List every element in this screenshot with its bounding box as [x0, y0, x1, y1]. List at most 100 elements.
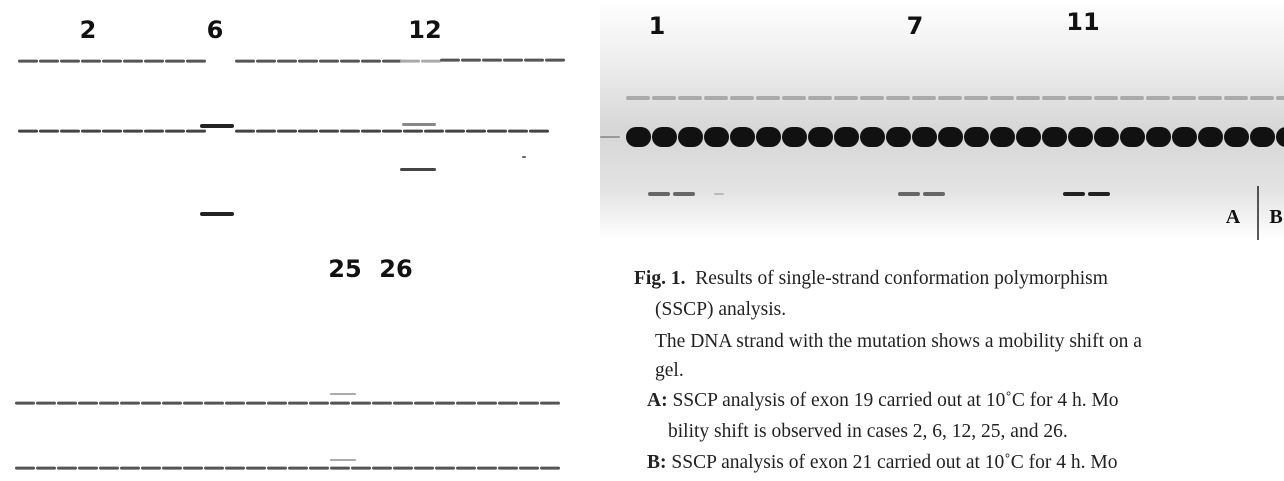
caption-item-cont: bility shift is observed in cases 2, 6, … — [668, 421, 1068, 443]
caption-item: B: SSCP analysis of exon 21 carried out … — [647, 452, 1117, 474]
gel-band — [678, 96, 702, 100]
gel-band — [990, 127, 1015, 147]
gel-band — [898, 192, 920, 196]
gel-band — [938, 96, 962, 100]
gel-band — [782, 96, 806, 100]
gel-band — [445, 130, 465, 133]
gel-band — [81, 130, 101, 133]
gel-band — [456, 402, 476, 405]
panel-label: B — [1269, 206, 1282, 228]
gel-band — [39, 130, 59, 133]
gel-band — [78, 467, 98, 470]
gel-band — [57, 402, 77, 405]
gel-band — [1016, 127, 1041, 147]
gel-band — [60, 130, 80, 133]
gel-band — [340, 130, 360, 133]
gel-band — [288, 467, 308, 470]
gel-band — [123, 130, 143, 133]
gel-band — [524, 59, 544, 62]
gel-band — [340, 60, 360, 63]
gel-band — [1198, 127, 1223, 147]
gel-band — [15, 402, 35, 405]
gel-band — [421, 60, 441, 63]
gel-band — [1088, 192, 1110, 196]
gel-band — [372, 402, 392, 405]
gel-band — [1068, 96, 1092, 100]
gel-band — [330, 467, 350, 470]
gel-band — [18, 60, 38, 63]
gel-band — [1172, 96, 1196, 100]
gel-band — [730, 96, 754, 100]
gel-band — [277, 130, 297, 133]
gel-band — [162, 402, 182, 405]
gel-band — [120, 402, 140, 405]
gel-band — [400, 168, 436, 171]
gel-band — [186, 60, 206, 63]
gel-band — [403, 130, 423, 133]
gel-band — [964, 127, 989, 147]
gel-band — [78, 402, 98, 405]
gel-band — [141, 402, 161, 405]
gel-band — [435, 467, 455, 470]
caption-title-cont: (SSCP) analysis. — [655, 299, 786, 321]
gel-band — [39, 60, 59, 63]
gel-band — [990, 96, 1014, 100]
caption-item: A: SSCP analysis of exon 19 carried out … — [647, 390, 1119, 412]
gel-band — [57, 467, 77, 470]
gel-band — [288, 402, 308, 405]
gel-a — [15, 59, 565, 470]
gel-band — [183, 402, 203, 405]
gel-band — [886, 127, 911, 147]
gel-band — [730, 127, 755, 147]
gel-band — [414, 402, 434, 405]
gel-band — [912, 127, 937, 147]
gel-band — [652, 96, 676, 100]
caption-item-text: SSCP analysis of exon 21 carried out at … — [671, 452, 1117, 473]
gel-band — [782, 127, 807, 147]
gel-band — [678, 127, 703, 147]
gel-band — [15, 467, 35, 470]
gel-band — [204, 402, 224, 405]
gel-band — [1042, 127, 1067, 147]
gel-band — [277, 60, 297, 63]
lane-label: 25 — [328, 255, 361, 283]
gel-band — [225, 467, 245, 470]
gel-band — [482, 59, 502, 62]
gel-band — [912, 96, 936, 100]
gel-band — [938, 127, 963, 147]
gel-band — [1146, 127, 1171, 147]
lane-label: 1 — [649, 12, 666, 40]
caption-label: Fig. 1. — [634, 268, 685, 289]
caption-title: Results of single-strand conformation po… — [695, 268, 1108, 289]
gel-band — [246, 402, 266, 405]
gel-band — [466, 130, 486, 133]
gel-band — [393, 402, 413, 405]
gel-band — [351, 467, 371, 470]
gel-band — [267, 467, 287, 470]
lane-label: 11 — [1066, 8, 1099, 36]
gel-band — [756, 96, 780, 100]
gel-band — [440, 59, 460, 62]
caption-line: Fig. 1. Results of single-strand conform… — [634, 268, 1108, 290]
gel-band — [165, 60, 185, 63]
gel-band — [1068, 127, 1093, 147]
caption-item-label: A: — [647, 390, 668, 411]
gel-band — [102, 60, 122, 63]
gel-band — [1120, 96, 1144, 100]
gel-band — [1120, 127, 1145, 147]
gel-band — [626, 96, 650, 100]
gel-band — [529, 130, 549, 133]
gel-band — [461, 59, 481, 62]
gel-band — [330, 402, 350, 405]
gel-band — [361, 60, 381, 63]
gel-band — [235, 60, 255, 63]
gel-band — [123, 60, 143, 63]
gel-band — [1063, 192, 1085, 196]
gel-band — [519, 467, 539, 470]
gel-band — [498, 467, 518, 470]
gel-band — [626, 127, 651, 147]
lane-label: 12 — [408, 16, 441, 44]
caption-item-text: SSCP analysis of exon 19 carried out at … — [672, 390, 1118, 411]
gel-band — [102, 130, 122, 133]
gel-band — [860, 127, 885, 147]
